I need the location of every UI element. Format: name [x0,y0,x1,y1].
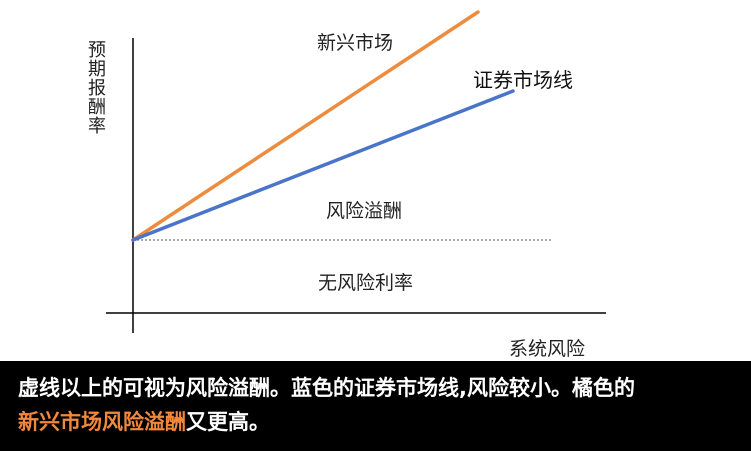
security-market-line-label: 证券市场线 [473,68,573,92]
risk-premium-label: 风险溢酬 [326,200,403,222]
caption-line-1: 虚线以上的可视为风险溢酬。蓝色的证券市场线,风险较小。橘色的 [18,376,635,400]
caption-highlight: 新兴市场风险溢酬 [18,410,186,434]
caption-bar: 虚线以上的可视为风险溢酬。蓝色的证券市场线,风险较小。橘色的 新兴市场风险溢酬又… [0,361,751,451]
security-market-line [131,89,515,242]
emerging-market-label: 新兴市场 [317,32,394,54]
risk-free-rate-label: 无风险利率 [318,272,414,294]
diagram-canvas [106,10,606,333]
caption-line-2-rest: 又更高。 [186,410,270,434]
emerging-market-line [131,10,480,242]
x-axis-label: 系统风险 [509,338,586,360]
y-axis-label: 预期报酬率 [85,40,106,135]
caption-line-2: 新兴市场风险溢酬又更高。 [18,405,751,439]
